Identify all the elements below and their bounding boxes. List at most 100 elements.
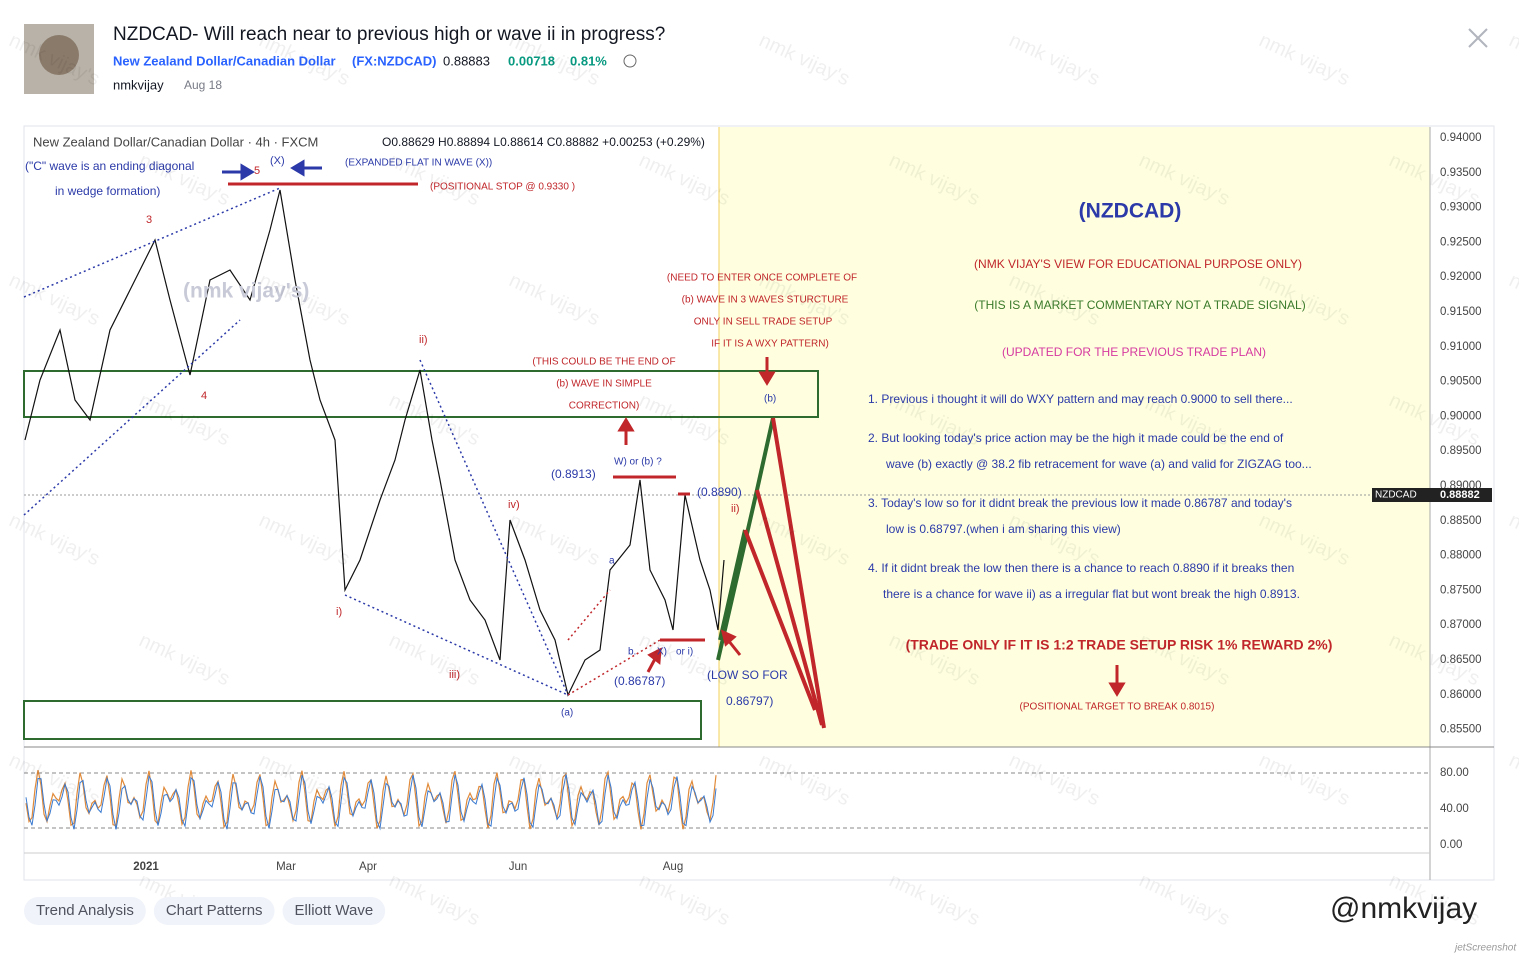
wave-label: iii) [449,669,460,681]
time-tick-label: Aug [663,861,683,873]
tag-price-bg [1434,488,1492,502]
wave-label: (X) [270,155,285,167]
panel-title: (NZDCAD) [1079,200,1182,223]
wave-label: or i) [676,647,693,658]
panel-point: 1. Previous i thought it will do WXY pat… [868,392,1293,406]
author[interactable]: nmkvijay [113,77,164,92]
change: 0.00718 [508,53,555,68]
close-button[interactable] [1468,28,1488,48]
wave-label: a [609,556,615,567]
panel-point: wave (b) exactly @ 38.2 fib retracement … [885,457,1312,471]
symbol-name[interactable]: New Zealand Dollar/Canadian Dollar [113,53,336,68]
watermark: nmk vijay's [1506,269,1519,330]
tag-price: 0.88882 [1440,489,1480,501]
time-tick-label: Mar [276,861,296,873]
panel-note: (NMK VIJAY'S VIEW FOR EDUCATIONAL PURPOS… [974,257,1302,271]
wave-label: b. [628,647,636,658]
wave-label: iv) [508,499,520,511]
annotations: ("C" wave is an ending diagonal in wedge… [25,155,857,719]
price-tick-label: 0.88500 [1440,515,1482,527]
tag-label[interactable]: Chart Patterns [166,902,263,919]
annotation: (0.8890) [697,485,742,499]
change-pct: 0.81% [570,53,607,68]
osc-tick-label: 40.00 [1440,803,1469,815]
panel-point: low is 0.68797.(when i am sharing this v… [886,522,1121,536]
annotation: W) or (b) ? [614,457,662,468]
projection [716,417,826,729]
tag-symbol: NZDCAD [1375,490,1417,501]
watermark: nmk vijay's [1256,29,1353,90]
tag-symbol-bg [1372,488,1434,502]
annotation: ("C" wave is an ending diagonal [25,159,194,173]
annotation: in wedge formation) [55,184,160,198]
price-tick-label: 0.89500 [1440,445,1482,457]
tag[interactable] [282,897,386,925]
annotation: (0.8913) [551,467,596,481]
tag[interactable] [153,897,275,925]
watermark: nmk vijay's [1506,29,1519,90]
ohlc: O0.88629 H0.88894 L0.88614 C0.88882 +0.0… [382,135,705,149]
wave-label: 5 [254,165,260,177]
osc-tick-label: 0.00 [1440,839,1462,851]
idea-title: NZDCAD- Will reach near to previous high… [113,24,665,45]
avatar-face [39,35,79,75]
price-tick-label: 0.93000 [1440,202,1482,214]
price-tick-label: 0.93500 [1440,167,1482,179]
alert-icon[interactable] [623,54,637,68]
commentary: (NZDCAD) (NMK VIJAY'S VIEW FOR EDUCATION… [868,200,1332,713]
annotation: ONLY IN SELL TRADE SETUP [694,317,833,328]
tag[interactable] [24,897,146,925]
panel-point: 2. But looking today's price action may … [868,431,1284,445]
projection-area [719,127,1430,747]
levels [228,182,705,642]
watermark: (nmk vijay's) [183,280,309,303]
chart-legend: New Zealand Dollar/Canadian Dollar · 4h … [33,134,318,149]
footer-handle: @nmkvijay [1330,892,1477,925]
price-tick-label: 0.92000 [1440,271,1482,283]
price-tick-label: 0.91000 [1440,341,1482,353]
price-tick-label: 0.92500 [1440,236,1482,248]
price-tick-label: 0.87000 [1440,619,1482,631]
watermark: nmk vijay's [1006,29,1103,90]
price-tick-label: 0.85500 [1440,724,1482,736]
panel-note: (UPDATED FOR THE PREVIOUS TRADE PLAN) [1002,345,1266,359]
annotation: (0.86787) [614,674,665,688]
wave-label: X) [657,647,667,658]
wave-label: i) [336,606,342,618]
price-tick-label: 0.91500 [1440,306,1482,318]
zones [23,370,819,740]
price-tick-label: 0.86500 [1440,654,1482,666]
date: Aug 18 [184,78,222,92]
wave-label: ii) [419,334,428,346]
annotation: (THIS COULD BE THE END OF [532,357,675,368]
wave-label: (a) [561,708,573,719]
panel-trade: (TRADE ONLY IF IT IS 1:2 TRADE SETUP RIS… [906,637,1333,653]
oscillator-line [25,774,717,831]
panel-note: (THIS IS A MARKET COMMENTARY NOT A TRADE… [974,298,1305,312]
wave-lines [23,187,661,696]
symbol-code[interactable]: (FX:NZDCAD) [352,53,436,68]
annotation: (POSITIONAL STOP @ 0.9330 ) [430,182,575,193]
price-tick-label: 0.90000 [1440,410,1482,422]
annotation: (EXPANDED FLAT IN WAVE (X)) [345,158,492,169]
time-tick-label: 2021 [133,861,159,873]
price-tick-label: 0.90500 [1440,376,1482,388]
price: 0.88883 [443,53,490,68]
tag-label[interactable]: Trend Analysis [36,902,134,919]
annotation: IF IT IS A WXY PATTERN) [711,339,829,350]
wave-label: (b) [764,394,776,405]
time-tick-label: Apr [359,861,377,873]
price-tick-label: 0.94000 [1440,132,1482,144]
tag-label[interactable]: Elliott Wave [295,902,374,919]
annotation: 0.86797) [726,694,773,708]
watermark: nmk vijay's [1506,749,1519,810]
annotation: CORRECTION) [569,401,640,412]
watermark: nmk vijay's [756,29,853,90]
annotation: (NEED TO ENTER ONCE COMPLETE OF [667,273,857,284]
wave-label: 3 [146,214,152,226]
price-line [24,189,725,697]
footer-brand: jetScreenshot [1453,943,1517,954]
time-tick-label: Jun [509,861,528,873]
annotation: (b) WAVE IN 3 WAVES STURCTURE [682,295,849,306]
blue-arrows [222,159,322,181]
